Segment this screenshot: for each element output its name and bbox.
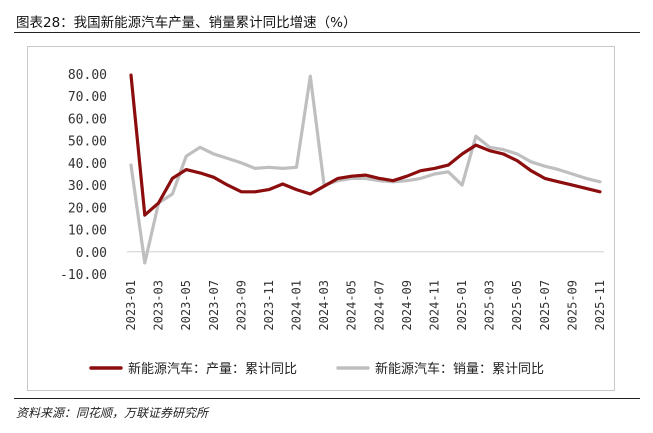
y-tick-label: 80.00 bbox=[68, 68, 107, 83]
figure-title: 图表28：我国新能源汽车产量、销量累计同比增速（%） bbox=[16, 15, 357, 31]
y-tick-label: 30.00 bbox=[68, 179, 107, 194]
x-tick-label: 2025-01 bbox=[455, 280, 469, 331]
legend-label: 新能源汽车：产量：累计同比 bbox=[128, 361, 297, 377]
x-tick-label: 2024-01 bbox=[290, 280, 304, 331]
y-tick-label: -10.00 bbox=[60, 268, 107, 283]
x-tick-label: 2023-01 bbox=[124, 280, 138, 331]
series-line-1 bbox=[129, 73, 602, 217]
x-tick-label: 2025-07 bbox=[538, 280, 552, 331]
y-tick-label: 20.00 bbox=[68, 201, 107, 216]
y-tick-label: 70.00 bbox=[68, 90, 107, 105]
x-tick-label: 2023-09 bbox=[234, 280, 248, 331]
x-tick-label: 2025-11 bbox=[593, 280, 607, 331]
x-tick-label: 2024-09 bbox=[400, 280, 414, 331]
x-tick-label: 2023-05 bbox=[179, 280, 193, 331]
y-tick-label: 0.00 bbox=[76, 246, 107, 261]
source-note: 资料来源：同花顺，万联证券研究所 bbox=[16, 406, 209, 420]
y-tick-label: 40.00 bbox=[68, 157, 107, 172]
figure-title-bar: 图表28：我国新能源汽车产量、销量累计同比增速（%） bbox=[14, 6, 640, 33]
source-divider bbox=[14, 398, 640, 399]
x-tick-label: 2024-05 bbox=[345, 280, 359, 331]
x-tick-label: 2025-09 bbox=[565, 280, 579, 331]
x-tick-label: 2025-05 bbox=[510, 280, 524, 331]
y-tick-label: 60.00 bbox=[68, 112, 107, 127]
legend-label: 新能源汽车：销量：累计同比 bbox=[375, 361, 544, 377]
x-tick-label: 2023-11 bbox=[262, 280, 276, 331]
x-tick-label: 2024-11 bbox=[427, 280, 441, 331]
x-tick-label: 2023-03 bbox=[152, 280, 166, 331]
chart-frame: 80.00 70.00 60.00 50.00 40.00 30.00 20.00 10.00… bbox=[27, 46, 615, 391]
series-line-2 bbox=[129, 74, 602, 265]
x-tick-label: 2023-07 bbox=[207, 280, 221, 331]
x-tick-label: 2024-07 bbox=[372, 280, 386, 331]
line-chart: 80.00 70.00 60.00 50.00 40.00 30.00 20.00 10.00… bbox=[60, 68, 607, 377]
y-tick-label: 50.00 bbox=[68, 135, 107, 150]
y-tick-label: 10.00 bbox=[68, 224, 107, 239]
x-tick-label: 2025-03 bbox=[483, 280, 497, 331]
x-tick-label: 2024-03 bbox=[317, 280, 331, 331]
